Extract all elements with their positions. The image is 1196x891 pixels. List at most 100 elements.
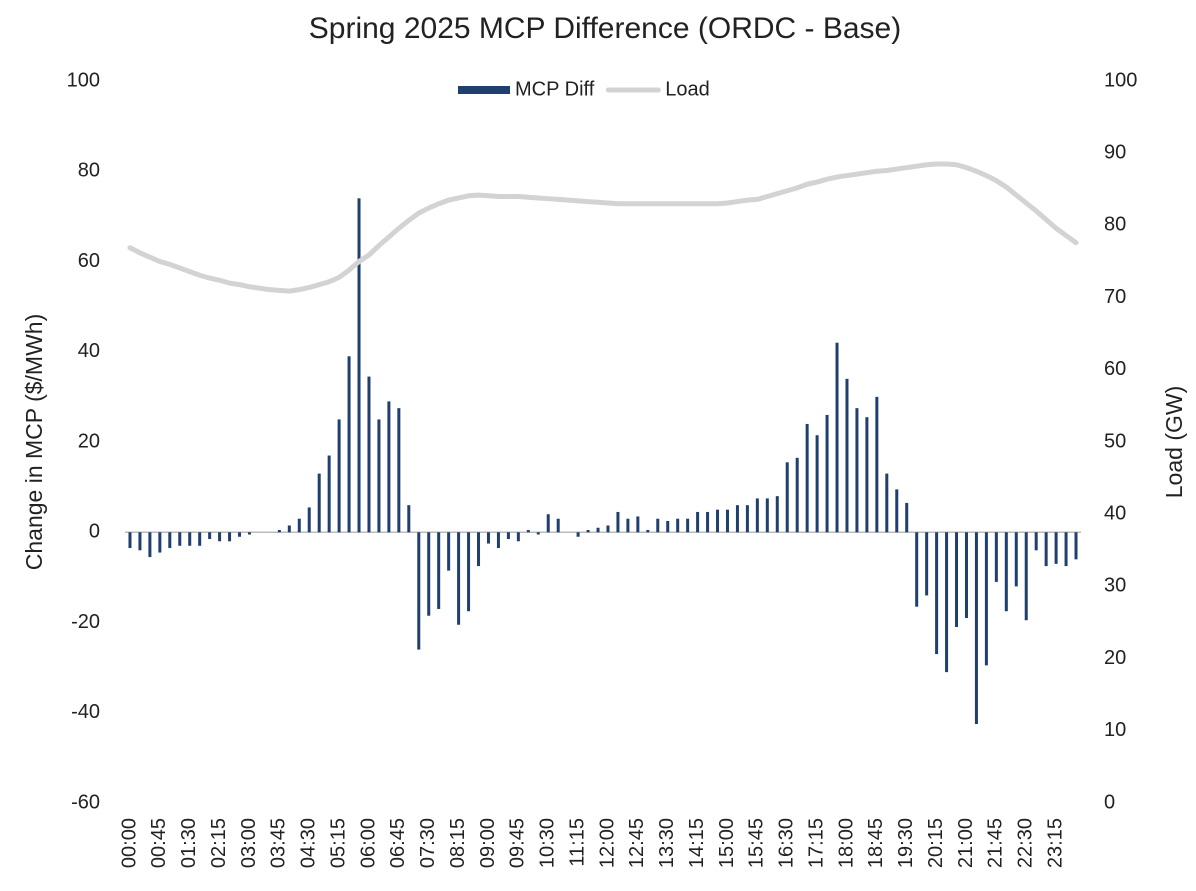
y2-axis-title: Load (GW) <box>1161 386 1187 498</box>
bar <box>656 518 660 533</box>
bar <box>686 518 690 533</box>
bar <box>447 532 451 571</box>
bar <box>536 532 540 535</box>
bar <box>586 529 590 533</box>
legend-swatch <box>458 86 510 94</box>
y2-tick-label: 40 <box>1104 502 1126 524</box>
y2-tick-label: 60 <box>1104 358 1126 380</box>
y2-tick-label: 10 <box>1104 719 1126 741</box>
bar <box>347 356 351 533</box>
bar <box>407 505 411 533</box>
x-tick-label: 03:00 <box>238 818 260 868</box>
x-tick-label: 15:00 <box>716 818 738 868</box>
y-tick-label: -20 <box>71 611 100 633</box>
bar <box>397 408 401 533</box>
x-tick-label: 20:15 <box>925 818 947 868</box>
bar <box>855 408 859 533</box>
x-tick-label: 13:30 <box>656 818 678 868</box>
bar <box>636 516 640 533</box>
bar <box>506 532 510 540</box>
bar <box>696 511 700 533</box>
x-tick-label: 21:00 <box>955 818 977 868</box>
bar <box>148 532 152 558</box>
bar <box>785 462 789 533</box>
bar <box>984 532 988 666</box>
x-tick-label: 04:30 <box>298 818 320 868</box>
y2-tick-label: 20 <box>1104 647 1126 669</box>
x-tick-label: 16:30 <box>776 818 798 868</box>
y2-tick-label: 100 <box>1104 69 1137 91</box>
bar <box>377 419 381 533</box>
x-tick-label: 06:00 <box>357 818 379 868</box>
bar <box>477 532 481 567</box>
x-tick-label: 11:15 <box>566 818 588 867</box>
bar <box>935 532 939 655</box>
bar <box>467 532 471 612</box>
bar <box>676 518 680 533</box>
x-tick-label: 00:00 <box>118 818 140 868</box>
y2-tick-label: 0 <box>1104 791 1115 813</box>
x-tick-label: 01:30 <box>178 818 200 868</box>
y2-tick-label: 30 <box>1104 575 1126 597</box>
bar <box>1014 532 1018 587</box>
bar <box>287 525 291 533</box>
bar <box>905 502 909 533</box>
x-tick-label: 02:15 <box>208 818 230 868</box>
bar <box>875 396 879 533</box>
bar <box>825 414 829 533</box>
bar <box>486 532 490 544</box>
bar <box>885 473 889 533</box>
bar <box>218 532 222 542</box>
y-tick-label: 20 <box>78 430 100 452</box>
bar <box>725 509 729 533</box>
bar <box>327 455 331 533</box>
bar <box>765 498 769 533</box>
line <box>127 161 1079 294</box>
x-tick-label: 18:00 <box>835 818 857 868</box>
x-tick-label: 12:45 <box>626 818 648 868</box>
bar <box>427 532 431 616</box>
bar <box>895 489 899 533</box>
bar <box>198 532 202 546</box>
bar <box>247 532 251 535</box>
y-tick-label: -60 <box>71 791 100 813</box>
bar <box>974 532 978 725</box>
bar <box>457 532 461 625</box>
bar <box>755 498 759 533</box>
bar <box>775 496 779 533</box>
bar <box>337 419 341 533</box>
x-tick-label: 22:30 <box>1015 818 1037 868</box>
bar <box>666 520 670 533</box>
bar <box>626 518 630 533</box>
bar <box>835 342 839 533</box>
x-tick-label: 09:00 <box>477 818 499 868</box>
bar <box>307 507 311 533</box>
bar <box>367 376 371 533</box>
bar <box>576 532 580 537</box>
bar <box>128 532 132 549</box>
bar <box>596 527 600 533</box>
bar <box>317 473 321 533</box>
x-tick-label: 17:15 <box>805 818 827 868</box>
legend-label: Load <box>665 78 710 100</box>
bar <box>955 532 959 628</box>
y-tick-label: 80 <box>78 160 100 182</box>
bar <box>795 457 799 533</box>
bar <box>646 529 650 533</box>
bar <box>1074 532 1078 560</box>
x-tick-label: 09:45 <box>507 818 529 868</box>
chart-title: Spring 2025 MCP Difference (ORDC - Base) <box>309 12 901 45</box>
bar <box>158 532 162 553</box>
x-tick-label: 03:45 <box>268 818 290 868</box>
x-tick-label: 21:45 <box>985 818 1007 868</box>
y-tick-label: 100 <box>67 69 100 91</box>
bar <box>188 532 192 546</box>
bar <box>556 518 560 533</box>
bar <box>606 525 610 533</box>
bar <box>178 532 182 546</box>
bar <box>496 532 500 549</box>
x-tick-label: 06:45 <box>387 818 409 868</box>
bar <box>357 198 361 533</box>
x-tick-label: 10:30 <box>537 818 559 868</box>
